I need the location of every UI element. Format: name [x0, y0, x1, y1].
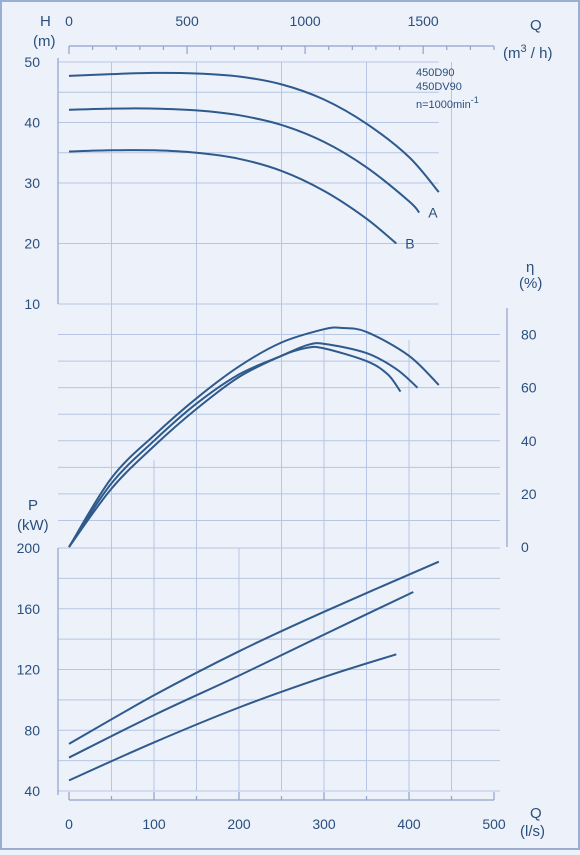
head-curve-1 — [68, 71, 440, 193]
speed-text: n=1000min — [416, 99, 471, 111]
q-bottom-tick-label: 400 — [397, 816, 421, 832]
head-curve-label-B: B — [405, 236, 414, 252]
q-top-unit-exp: 3 — [521, 43, 527, 55]
q-top-tick-label: 1000 — [290, 13, 321, 29]
power-axis-unit: (kW) — [17, 517, 49, 534]
grid-layer — [58, 61, 500, 792]
head-axis-label: H — [40, 13, 51, 30]
curve-layer — [68, 71, 440, 782]
head-axis-unit: (m) — [33, 33, 56, 50]
q-bottom-axis-unit: (l/s) — [520, 823, 545, 840]
head-tick-label: 50 — [24, 54, 40, 70]
head-curve-label-A: A — [428, 205, 438, 221]
efficiency-curve-1 — [68, 326, 440, 548]
power-curve-3 — [68, 653, 397, 782]
q-top-tick-label: 0 — [65, 13, 73, 29]
power-tick-label: 200 — [17, 540, 41, 556]
q-top-unit-base: (m — [503, 45, 521, 62]
q-bottom-axis-label: Q — [530, 805, 542, 822]
efficiency-axis-unit: (%) — [519, 275, 542, 292]
q-bottom-tick-label: 200 — [227, 816, 251, 832]
efficiency-tick-label: 40 — [521, 433, 537, 449]
efficiency-tick-label: 20 — [521, 486, 537, 502]
q-top-tick-label: 500 — [175, 13, 199, 29]
model-label-2: 450DV90 — [416, 81, 462, 93]
speed-label: n=1000min-1 — [416, 95, 479, 111]
head-curve-2 — [68, 107, 420, 214]
q-bottom-tick-label: 500 — [482, 816, 506, 832]
q-top-axis-unit: (m3 / h) — [503, 43, 552, 62]
head-tick-label: 10 — [24, 296, 40, 312]
efficiency-curve-3 — [68, 345, 402, 548]
efficiency-axis-label: η — [526, 259, 534, 276]
model-label-1: 450D90 — [416, 67, 455, 79]
head-curve-3 — [68, 149, 397, 245]
label-layer: H (m) Q (m3 / h) η (%) P (kW) Q (l/s) 45… — [17, 13, 553, 840]
efficiency-tick-label: 0 — [521, 539, 529, 555]
power-axis-label: P — [28, 497, 38, 514]
speed-exp: -1 — [471, 95, 479, 105]
q-top-unit-tail: / h) — [527, 45, 553, 62]
head-tick-label: 40 — [24, 115, 40, 131]
efficiency-tick-label: 80 — [521, 327, 537, 343]
q-bottom-tick-label: 100 — [142, 816, 166, 832]
q-bottom-tick-label: 0 — [65, 816, 73, 832]
q-top-tick-label: 1500 — [408, 13, 439, 29]
power-tick-label: 160 — [17, 601, 41, 617]
power-tick-label: 40 — [24, 783, 40, 799]
efficiency-tick-label: 60 — [521, 380, 537, 396]
head-tick-label: 20 — [24, 236, 40, 252]
head-tick-label: 30 — [24, 175, 40, 191]
power-tick-label: 120 — [17, 662, 41, 678]
q-bottom-tick-label: 300 — [312, 816, 336, 832]
power-tick-label: 80 — [24, 722, 40, 738]
axis-layer — [57, 45, 508, 801]
q-top-axis-label: Q — [530, 17, 542, 34]
power-curve-2 — [68, 591, 414, 759]
power-curve-1 — [68, 560, 440, 745]
